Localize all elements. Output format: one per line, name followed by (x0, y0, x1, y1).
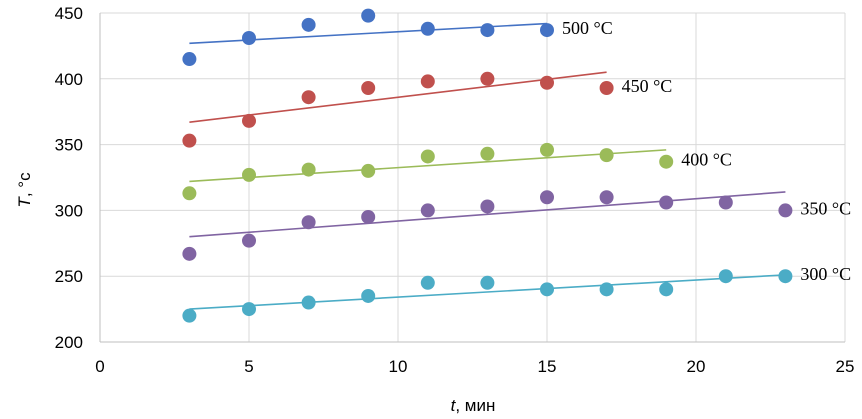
data-point (182, 308, 197, 323)
data-point (182, 52, 197, 67)
series-label: 500 °C (562, 18, 613, 38)
x-axis-unit: , мин (455, 396, 495, 415)
trendline (189, 149, 667, 183)
data-point (301, 162, 316, 177)
trendline (189, 274, 786, 310)
y-axis-variable: T (15, 196, 34, 208)
data-point (420, 275, 435, 290)
data-point (480, 71, 495, 86)
data-point (659, 195, 674, 210)
x-axis-title: t, мин (451, 396, 496, 415)
data-point (242, 302, 256, 317)
data-point (361, 8, 376, 23)
axes (99, 13, 845, 343)
data-point (242, 167, 256, 182)
data-point (420, 74, 435, 89)
data-point (301, 215, 316, 230)
data-point (420, 203, 435, 218)
data-point (480, 146, 495, 161)
data-point (778, 203, 793, 218)
data-point (778, 269, 793, 284)
data-point (420, 21, 435, 36)
x-tick-label: 0 (95, 357, 104, 376)
gridlines (100, 12, 846, 342)
y-tick-label: 300 (55, 201, 83, 220)
series-label: 450 °C (622, 76, 673, 96)
y-tick-label: 400 (55, 70, 83, 89)
data-point (659, 154, 674, 169)
data-point (540, 75, 554, 90)
data-point (182, 246, 197, 261)
data-point (301, 17, 316, 32)
x-tick-label: 15 (538, 357, 557, 376)
data-point (599, 148, 614, 163)
data-point (599, 190, 614, 205)
y-axis-unit: , °c (15, 172, 34, 197)
data-point (718, 269, 733, 284)
x-tick-label: 25 (836, 357, 855, 376)
x-tick-label: 20 (687, 357, 706, 376)
data-point (182, 133, 197, 148)
x-tick-label: 5 (244, 357, 253, 376)
data-point (301, 295, 316, 310)
y-tick-label: 450 (55, 4, 83, 23)
x-tick-label: 10 (389, 357, 408, 376)
data-point (480, 275, 495, 290)
data-point (540, 23, 554, 38)
data-point (361, 209, 376, 224)
x-axis-variable: t (451, 396, 457, 415)
data-point (361, 163, 376, 178)
data-point (718, 195, 733, 210)
series-label: 400 °C (681, 150, 732, 170)
y-tick-label: 250 (55, 267, 83, 286)
series-label: 300 °C (800, 264, 851, 284)
data-point (361, 288, 376, 303)
y-axis-title: T, °c (15, 172, 34, 208)
y-tick-label: 200 (55, 333, 83, 352)
data-point (480, 199, 495, 214)
data-point (420, 149, 435, 164)
data-points (182, 8, 793, 323)
tick-labels: 0 5 10 15 20 25 200 250 300 350 400 450 (55, 4, 855, 376)
data-point (242, 233, 256, 248)
series-labels: 500 °C 450 °C 400 °C 350 °C 300 °C (562, 18, 851, 284)
y-tick-label: 350 (55, 136, 83, 155)
data-point (599, 282, 614, 297)
data-point (540, 190, 554, 205)
series-label: 350 °C (800, 198, 851, 218)
data-point (242, 113, 256, 128)
data-point (540, 282, 554, 297)
data-point (301, 90, 316, 105)
data-point (540, 142, 554, 157)
data-point (182, 186, 197, 201)
data-point (480, 23, 495, 38)
trendline (189, 71, 607, 124)
data-point (599, 81, 614, 96)
data-point (659, 282, 674, 297)
trendline (189, 191, 786, 238)
data-point (242, 31, 256, 46)
data-point (361, 81, 376, 96)
